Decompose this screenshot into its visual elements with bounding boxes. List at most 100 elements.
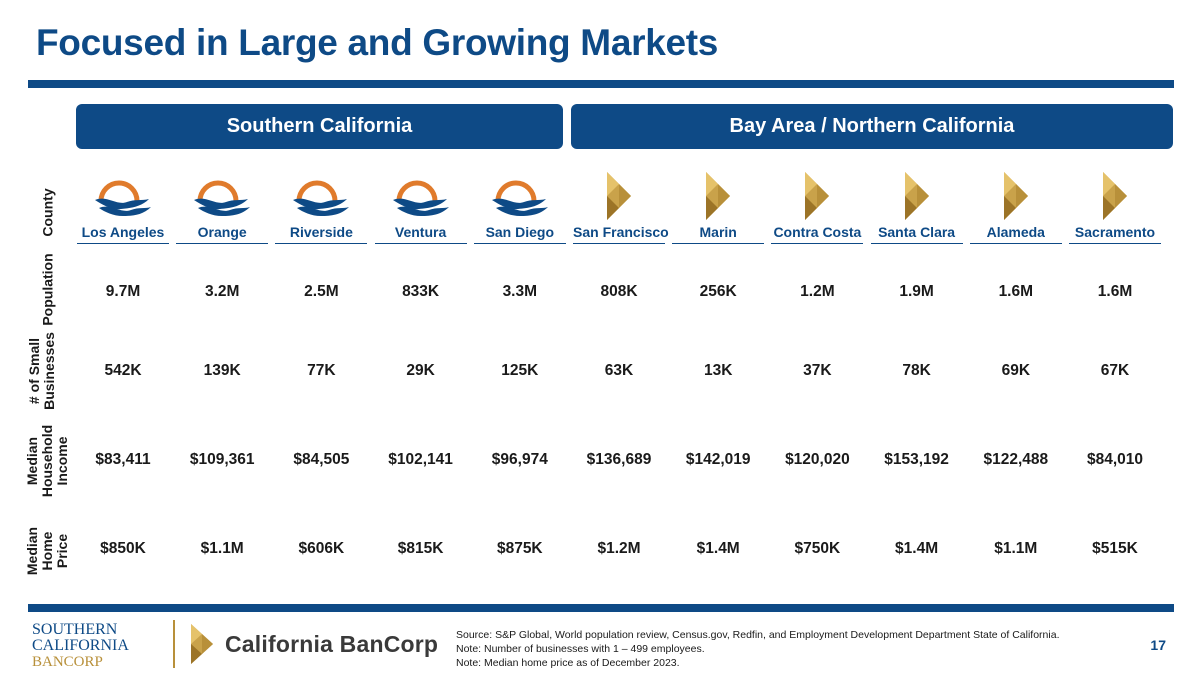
county-column: Sacramento 1.6M 67K $84,010 $515K xyxy=(1068,0,1162,600)
small-businesses-value: 67K xyxy=(1100,362,1130,379)
row-label-line: Income xyxy=(54,436,70,486)
median-income-value: $83,411 xyxy=(95,451,151,468)
county-column: Los Angeles 9.7M 542K $83,411 $850K xyxy=(76,0,170,600)
county-logo xyxy=(1068,168,1162,224)
small-businesses-value: 542K xyxy=(104,362,142,379)
county-column: Ventura 833K 29K $102,141 $815K xyxy=(374,0,468,600)
note-line: Note: Number of businesses with 1 – 499 … xyxy=(456,643,705,655)
county-logo xyxy=(374,168,468,224)
county-name: Los Angeles xyxy=(77,224,169,244)
county-column: Contra Costa 1.2M 37K $120,020 $750K xyxy=(770,0,864,600)
california-bancorp-mark-icon xyxy=(904,172,929,220)
small-businesses-value: 69K xyxy=(1001,362,1031,379)
population-value: 1.9M xyxy=(899,283,934,300)
small-businesses-value: 78K xyxy=(902,362,931,379)
county-column: Santa Clara 1.9M 78K $153,192 $1.4M xyxy=(870,0,964,600)
southern-california-wave-icon xyxy=(392,180,449,216)
california-bancorp-logo: California BanCorp xyxy=(189,622,438,666)
row-label-line: Median xyxy=(24,436,40,486)
logo-divider xyxy=(173,620,175,668)
median-home-price-value: $875K xyxy=(496,540,543,557)
population-value: 9.7M xyxy=(105,283,141,300)
row-label-line: Household xyxy=(39,424,55,498)
row-label-county: County xyxy=(39,188,56,237)
county-logo xyxy=(175,168,269,224)
median-home-price-value: $606K xyxy=(298,540,345,557)
population-value: 3.2M xyxy=(204,283,240,300)
small-businesses-value: 13K xyxy=(703,362,733,379)
small-businesses-value: 139K xyxy=(203,362,241,379)
county-column: Alameda 1.6M 69K $122,488 $1.1M xyxy=(969,0,1063,600)
row-label-line: Price xyxy=(54,533,70,569)
southern-california-bancorp-logo: SOUTHERN CALIFORNIA BANCORP xyxy=(32,620,156,670)
population-value: 833K xyxy=(402,283,440,300)
median-income-value: $109,361 xyxy=(189,451,255,468)
median-home-price-value: $750K xyxy=(794,540,841,557)
median-home-price-value: $815K xyxy=(397,540,444,557)
median-income-value: $84,010 xyxy=(1086,451,1144,468)
county-logo xyxy=(770,168,864,224)
row-label-income: Median Household Income xyxy=(24,416,73,506)
population-value: 256K xyxy=(699,283,737,300)
county-logo xyxy=(473,168,567,224)
population-value: 1.6M xyxy=(1097,283,1133,300)
california-bancorp-mark-icon xyxy=(607,172,631,220)
region-header-southern-california: Southern California xyxy=(76,104,563,149)
population-value: 2.5M xyxy=(304,283,339,300)
row-label-line: Home xyxy=(39,531,55,571)
median-income-value: $136,689 xyxy=(586,451,652,468)
median-income-value: $102,141 xyxy=(388,451,453,468)
median-income-value: $142,019 xyxy=(685,451,751,468)
brand-name: California BanCorp xyxy=(225,630,439,657)
note-line: Note: Median home price as of December 2… xyxy=(456,657,680,669)
source-line: Source: S&P Global, World population rev… xyxy=(456,629,1060,641)
county-name: Santa Clara xyxy=(870,224,963,244)
row-label-population: Population xyxy=(39,253,56,326)
median-home-price-value: $1.1M xyxy=(200,540,244,557)
southern-california-wave-icon xyxy=(194,180,251,216)
page-number: 17 xyxy=(1150,637,1166,653)
county-name: Sacramento xyxy=(1069,224,1161,244)
small-businesses-value: 125K xyxy=(501,362,539,379)
small-businesses-value: 77K xyxy=(307,362,336,379)
logo-line: SOUTHERN xyxy=(32,621,118,638)
county-column: Riverside 2.5M 77K $84,505 $606K xyxy=(274,0,368,600)
county-logo xyxy=(671,168,765,224)
median-home-price-value: $515K xyxy=(1092,540,1138,557)
small-businesses-value: 29K xyxy=(406,362,435,379)
median-income-value: $120,020 xyxy=(785,451,850,468)
california-bancorp-mark-icon xyxy=(805,172,830,220)
county-name: Alameda xyxy=(969,224,1062,244)
median-home-price-value: $1.4M xyxy=(696,540,740,557)
california-bancorp-mark-icon xyxy=(706,172,731,220)
median-home-price-value: $1.1M xyxy=(994,540,1038,557)
county-logo xyxy=(572,168,666,224)
county-name: Orange xyxy=(176,224,269,244)
small-businesses-value: 37K xyxy=(803,362,832,379)
median-home-price-value: $850K xyxy=(100,540,146,557)
population-value: 3.3M xyxy=(502,283,538,300)
county-name: Marin xyxy=(672,224,765,244)
logo-line: BANCORP xyxy=(32,654,103,668)
southern-california-wave-icon xyxy=(491,180,548,216)
county-logo xyxy=(870,168,964,224)
county-logo xyxy=(274,168,368,224)
california-bancorp-mark-icon xyxy=(191,624,213,664)
population-value: 808K xyxy=(600,283,638,300)
median-home-price-value: $1.4M xyxy=(895,540,939,557)
county-name: Riverside xyxy=(275,224,368,244)
county-logo xyxy=(76,168,170,224)
logo-line: CALIFORNIA xyxy=(32,637,129,654)
population-value: 1.6M xyxy=(998,283,1034,300)
county-name: Ventura xyxy=(374,224,467,244)
row-label-line: # of Small xyxy=(26,337,42,405)
source-notes: Source: S&P Global, World population rev… xyxy=(456,628,1059,670)
county-column: Orange 3.2M 139K $109,361 $1.1M xyxy=(175,0,269,600)
county-column: Marin 256K 13K $142,019 $1.4M xyxy=(671,0,765,600)
row-label-line: Median xyxy=(24,526,40,576)
top-divider xyxy=(28,80,1174,88)
small-businesses-value: 63K xyxy=(604,362,634,379)
california-bancorp-mark-icon xyxy=(1103,172,1127,220)
median-income-value: $122,488 xyxy=(983,451,1049,468)
california-bancorp-mark-icon xyxy=(1003,172,1028,220)
